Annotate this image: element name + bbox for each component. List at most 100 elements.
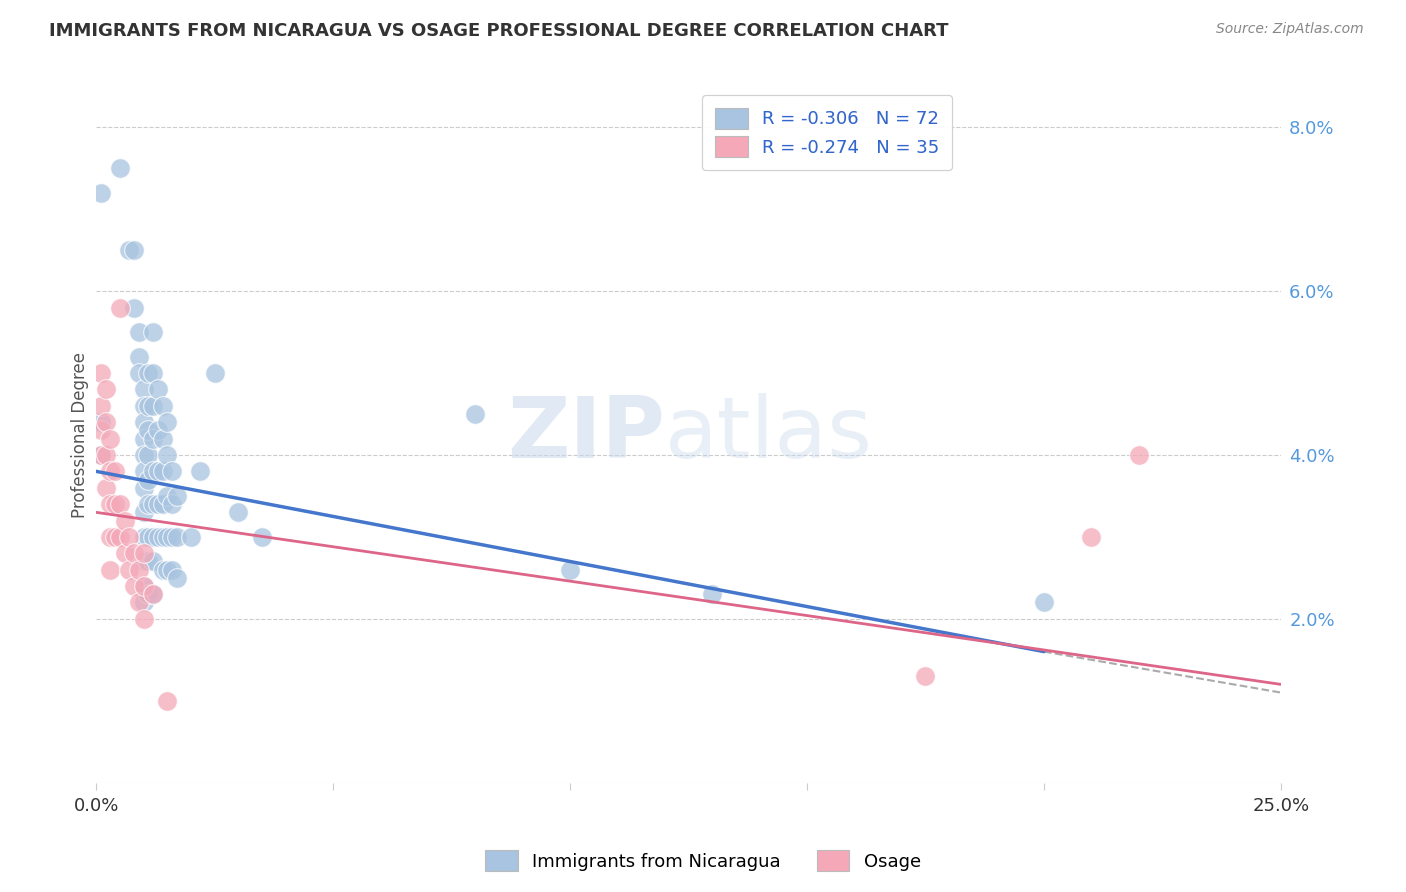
Point (558, 563, 581, 577)
Point (128, 325, 150, 339)
Point (156, 489, 179, 503)
Point (132, 612, 155, 626)
Point (914, 669, 936, 683)
Point (152, 464, 174, 478)
Point (160, 464, 183, 478)
Point (132, 554, 155, 568)
Point (156, 694, 179, 708)
Point (160, 497, 183, 511)
Point (142, 587, 165, 601)
Point (104, 530, 127, 544)
Point (1032, 595, 1054, 609)
Point (90, 424, 112, 438)
Point (108, 497, 131, 511)
Point (142, 399, 165, 413)
Point (132, 415, 155, 429)
Point (156, 448, 179, 462)
Text: atlas: atlas (665, 393, 873, 476)
Point (108, 301, 131, 315)
Point (128, 563, 150, 577)
Point (166, 530, 188, 544)
Y-axis label: Professional Degree: Professional Degree (72, 351, 89, 517)
Point (142, 325, 165, 339)
Point (146, 383, 169, 397)
Point (142, 587, 165, 601)
Point (464, 407, 486, 421)
Point (146, 464, 169, 478)
Point (142, 432, 165, 446)
Legend: Immigrants from Nicaragua, Osage: Immigrants from Nicaragua, Osage (478, 843, 928, 879)
Point (132, 579, 155, 593)
Point (1080, 530, 1102, 544)
Point (138, 399, 160, 413)
Point (90, 186, 112, 200)
Point (122, 546, 145, 560)
Point (146, 497, 169, 511)
Text: Source: ZipAtlas.com: Source: ZipAtlas.com (1216, 22, 1364, 37)
Point (156, 563, 179, 577)
Text: IMMIGRANTS FROM NICARAGUA VS OSAGE PROFESSIONAL DEGREE CORRELATION CHART: IMMIGRANTS FROM NICARAGUA VS OSAGE PROFE… (49, 22, 949, 40)
Point (142, 366, 165, 380)
Point (190, 464, 212, 478)
Point (100, 563, 122, 577)
Point (132, 579, 155, 593)
Point (128, 366, 150, 380)
Point (118, 243, 141, 257)
Point (146, 424, 169, 438)
Point (138, 554, 160, 568)
Point (132, 530, 155, 544)
Point (104, 464, 127, 478)
Point (132, 399, 155, 413)
Point (166, 571, 188, 585)
Point (132, 595, 155, 609)
Point (132, 432, 155, 446)
Point (146, 530, 169, 544)
Point (104, 497, 127, 511)
Point (142, 497, 165, 511)
Point (118, 563, 141, 577)
Point (100, 432, 122, 446)
Point (94, 383, 117, 397)
Point (122, 243, 145, 257)
Point (152, 399, 174, 413)
Point (90, 399, 112, 413)
Point (1128, 448, 1150, 462)
Point (132, 383, 155, 397)
Legend: R = -0.306   N = 72, R = -0.274   N = 35: R = -0.306 N = 72, R = -0.274 N = 35 (703, 95, 952, 169)
Point (156, 530, 179, 544)
Point (132, 546, 155, 560)
Point (138, 424, 160, 438)
Point (132, 464, 155, 478)
Text: ZIP: ZIP (508, 393, 665, 476)
Point (94, 448, 117, 462)
Point (100, 530, 122, 544)
Point (228, 505, 250, 519)
Point (114, 514, 136, 528)
Point (180, 530, 202, 544)
Point (142, 530, 165, 544)
Point (132, 505, 155, 519)
Point (94, 481, 117, 495)
Point (100, 497, 122, 511)
Point (90, 366, 112, 380)
Point (122, 579, 145, 593)
Point (90, 415, 112, 429)
Point (128, 595, 150, 609)
Point (100, 464, 122, 478)
Point (156, 415, 179, 429)
Point (122, 301, 145, 315)
Point (90, 448, 112, 462)
Point (90, 448, 112, 462)
Point (152, 432, 174, 446)
Point (138, 587, 160, 601)
Point (138, 473, 160, 487)
Point (142, 464, 165, 478)
Point (118, 530, 141, 544)
Point (132, 448, 155, 462)
Point (160, 563, 183, 577)
Point (152, 563, 174, 577)
Point (250, 530, 273, 544)
Point (128, 350, 150, 364)
Point (138, 366, 160, 380)
Point (138, 497, 160, 511)
